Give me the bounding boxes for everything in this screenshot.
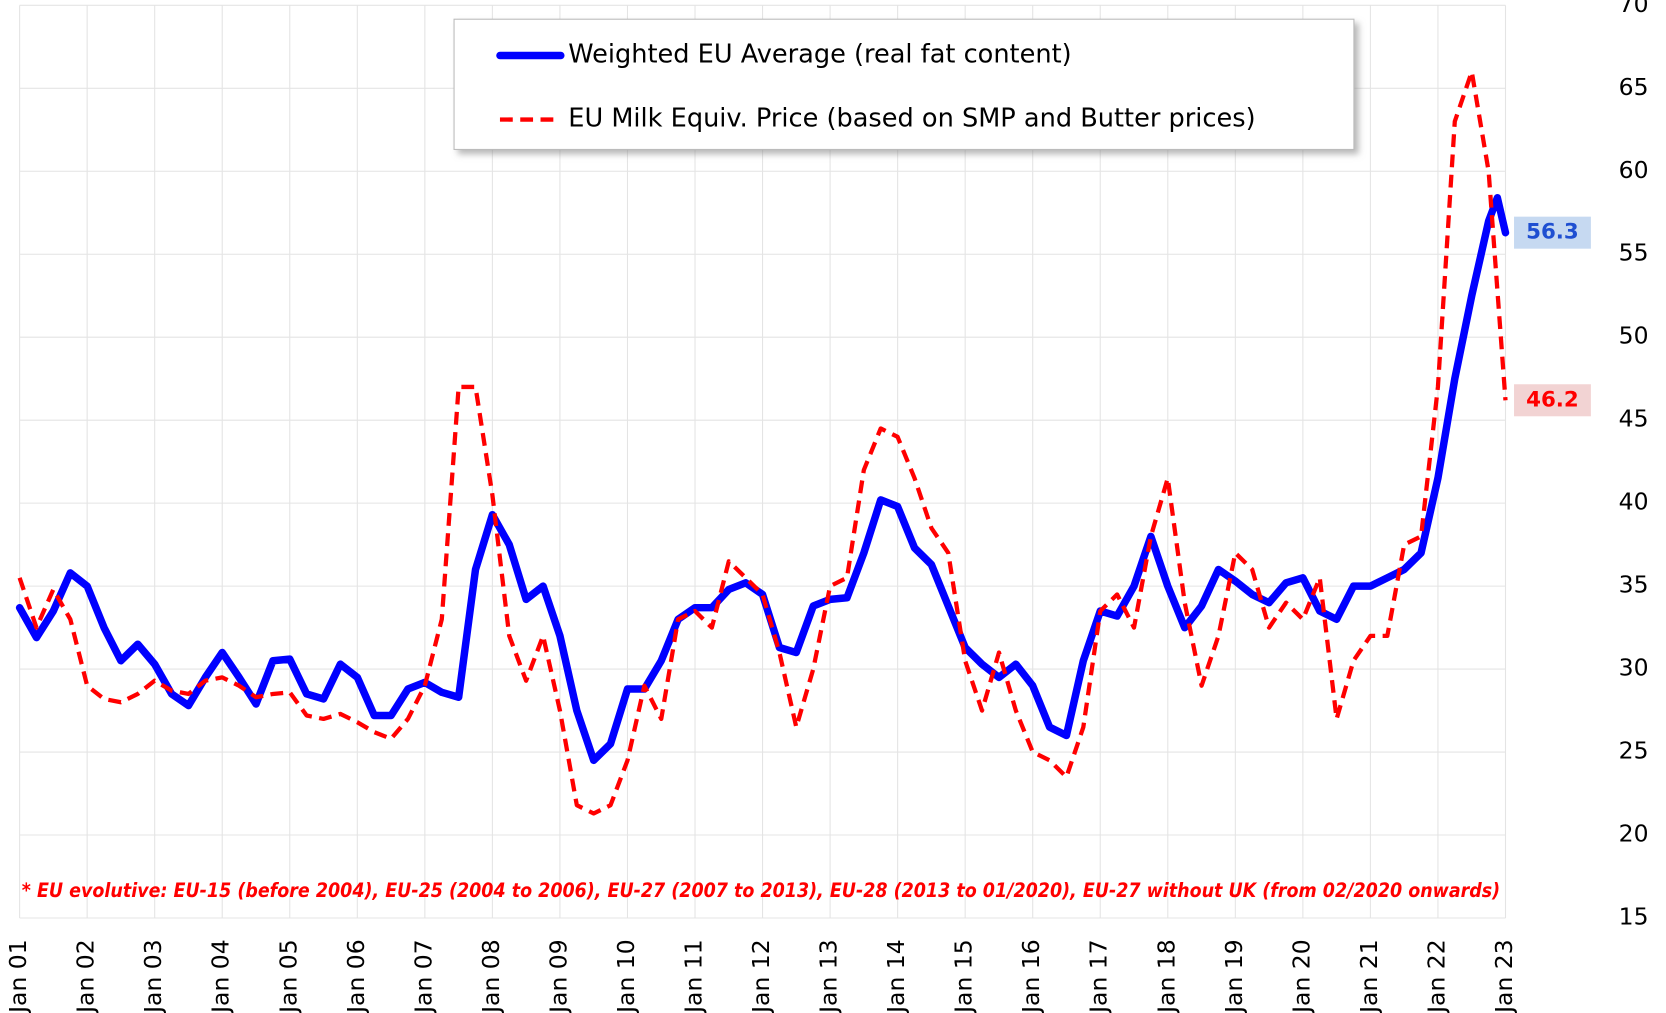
y-tick-label: 20 [1619, 820, 1649, 848]
footnote: * EU evolutive: EU-15 (before 2004), EU-… [22, 879, 1500, 902]
x-tick-label: Jan 23 [1490, 939, 1518, 1013]
x-tick-label: Jan 10 [612, 939, 640, 1013]
legend-box [453, 18, 1355, 150]
legend-label: EU Milk Equiv. Price (based on SMP and B… [568, 104, 1255, 134]
y-tick-label: 15 [1619, 902, 1649, 930]
y-tick-label: 50 [1619, 322, 1649, 350]
x-tick-label: Jan 21 [1355, 939, 1383, 1013]
y-tick-label: 30 [1619, 654, 1649, 682]
x-tick-label: Jan 08 [477, 939, 505, 1013]
x-tick-label: Jan 09 [544, 939, 572, 1013]
legend: Weighted EU Average (real fat content) EU… [496, 40, 1256, 134]
y-tick-label: 45 [1619, 405, 1649, 433]
x-tick-label: Jan 14 [882, 939, 910, 1013]
x-tick-label: Jan 17 [1085, 939, 1113, 1013]
y-tick-label: 65 [1619, 73, 1649, 101]
x-tick-label: Jan 19 [1220, 939, 1248, 1013]
end-label: 46.2 [1526, 387, 1579, 412]
y-tick-label: 70 [1619, 0, 1649, 18]
x-tick-label: Jan 11 [680, 939, 708, 1013]
x-tick-label: Jan 02 [72, 939, 100, 1013]
grid: 15 20 25 30 35 40 45 50 55 60 65 70 Jan 01 Jan 02 Jan … [4, 0, 1648, 1013]
x-tick-label: Jan 12 [747, 939, 775, 1013]
x-tick-label: Jan 20 [1287, 939, 1315, 1013]
end-label-box [1514, 384, 1591, 417]
y-tick-label: 55 [1619, 239, 1649, 267]
x-tick-label: Jan 06 [342, 939, 370, 1013]
y-tick-label: 60 [1619, 156, 1649, 184]
x-tick-label: Jan 15 [950, 939, 978, 1013]
end-label-box [1514, 216, 1591, 249]
end-label: 56.3 [1526, 220, 1579, 245]
x-tick-label: Jan 01 [4, 939, 32, 1013]
series: 56.3 46.2 [15, 69, 1591, 816]
x-tick-label: Jan 04 [207, 939, 235, 1013]
y-tick-label: 25 [1619, 737, 1649, 765]
x-tick-label: Jan 13 [815, 939, 843, 1013]
x-tick-label: Jan 03 [139, 939, 167, 1013]
x-tick-label: Jan 07 [409, 939, 437, 1013]
x-tick-label: Jan 05 [274, 939, 302, 1013]
x-tick-label: Jan 22 [1422, 939, 1450, 1013]
y-tick-label: 35 [1619, 571, 1649, 599]
y-tick-label: 40 [1619, 488, 1649, 516]
x-tick-label: Jan 18 [1152, 939, 1180, 1013]
series-line [17, 69, 1508, 816]
legend-label: Weighted EU Average (real fat content) [568, 40, 1071, 70]
x-tick-label: Jan 16 [1017, 939, 1045, 1013]
